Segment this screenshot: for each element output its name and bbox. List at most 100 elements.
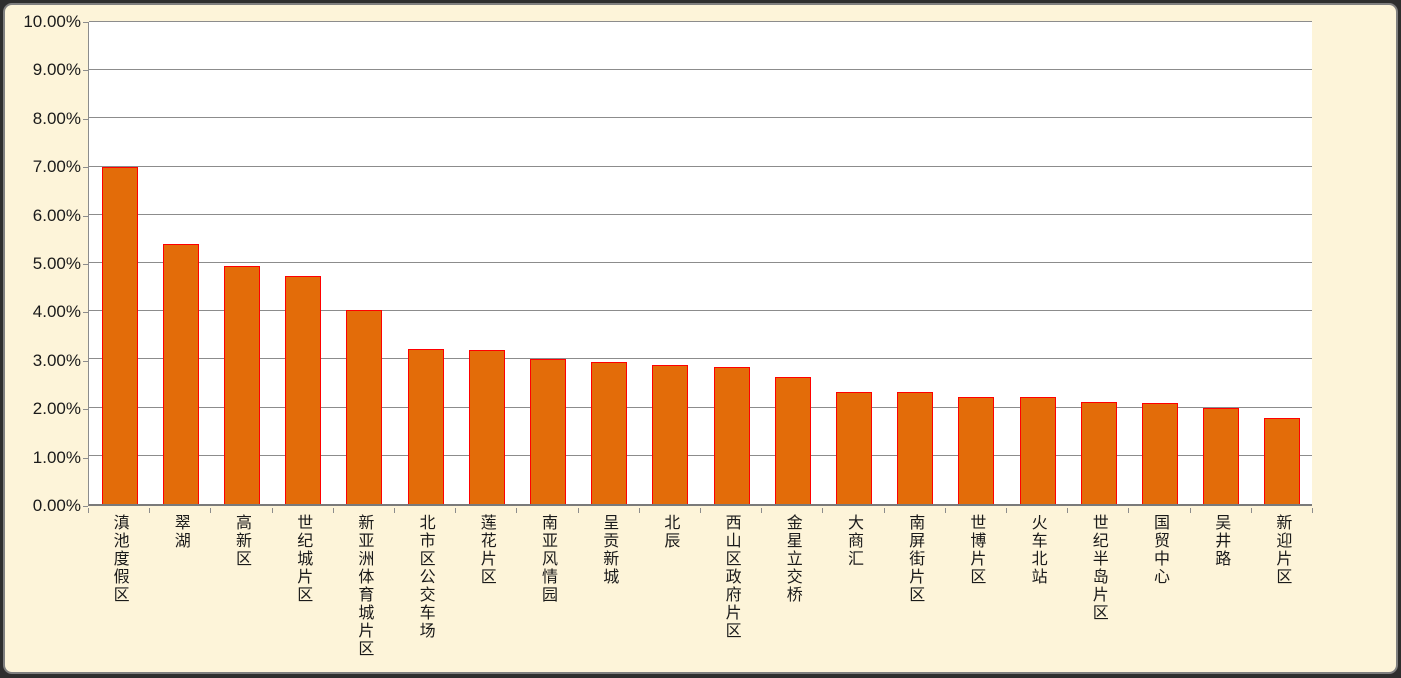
x-tick-mark (149, 508, 151, 513)
x-category-label-text: 金星立交桥 (783, 514, 801, 604)
x-category-label-北辰: 北辰 (639, 514, 700, 671)
y-tick-label-5.00%: 5.00% (32, 254, 81, 273)
x-category-label-翠湖: 翠湖 (149, 514, 210, 671)
x-category-label-text: 翠湖 (171, 514, 189, 550)
x-category-label-高新区: 高新区 (210, 514, 271, 671)
x-category-label-text: 呈贡新城 (600, 514, 618, 586)
x-tick-mark (455, 508, 457, 513)
x-category-label-莲花片区: 莲花片区 (455, 514, 516, 671)
x-tick-mark (944, 508, 946, 513)
x-tick-mark (638, 508, 640, 513)
bar-世纪半岛片区 (1080, 401, 1117, 504)
x-tick-mark (883, 508, 885, 513)
bar-世博片区 (958, 396, 995, 504)
y-tick-mark (83, 457, 88, 459)
bar-高新区 (224, 266, 260, 504)
x-category-label-text: 吴井路 (1212, 514, 1230, 568)
x-category-label-text: 火车北站 (1028, 514, 1046, 586)
bar-滇池度假区 (101, 166, 138, 504)
x-tick-mark (700, 508, 701, 513)
x-tick-mark (1128, 508, 1130, 513)
y-tick-mark (83, 506, 88, 507)
y-tick-label-6.00%: 6.00% (32, 205, 81, 225)
x-tick-mark (88, 508, 89, 513)
gridline-9.00% (89, 69, 1312, 71)
gridline-2.00% (89, 406, 1312, 408)
x-category-label-text: 新迎片区 (1273, 514, 1291, 586)
bar-新迎片区 (1264, 418, 1301, 504)
x-category-label-text: 新亚洲体育城片区 (355, 514, 373, 658)
gridline-5.00% (89, 262, 1312, 263)
bar-金星立交桥 (774, 376, 811, 504)
y-tick-mark (83, 264, 88, 265)
x-tick-mark (394, 508, 395, 513)
bar-南屏街片区 (897, 392, 934, 504)
bar-北市区公交车场 (407, 348, 444, 504)
x-category-label-呈贡新城: 呈贡新城 (578, 514, 639, 671)
x-category-label-text: 北辰 (661, 514, 679, 550)
x-category-label-大商汇: 大商汇 (822, 514, 883, 671)
x-tick-mark (761, 508, 763, 513)
y-tick-label-4.00%: 4.00% (32, 302, 81, 322)
x-category-label-text: 世博片区 (967, 514, 985, 586)
x-category-label-南亚风情园: 南亚风情园 (516, 514, 577, 671)
y-tick-label-8.00%: 8.00% (32, 108, 81, 128)
x-category-label-text: 南屏街片区 (906, 514, 924, 604)
y-tick-mark (83, 70, 88, 72)
x-category-label-text: 南亚风情园 (538, 514, 556, 604)
y-tick-label-2.00%: 2.00% (32, 399, 81, 419)
x-category-label-北市区公交车场: 北市区公交车场 (394, 514, 455, 671)
x-category-label-text: 西山区政府片区 (722, 514, 740, 640)
x-category-label-世纪城片区: 世纪城片区 (272, 514, 333, 671)
y-tick-mark (83, 215, 88, 217)
x-category-label-text: 莲花片区 (477, 514, 495, 586)
x-category-label-text: 世纪城片区 (294, 514, 312, 604)
x-tick-mark (210, 508, 212, 513)
x-category-label-滇池度假区: 滇池度假区 (88, 514, 149, 671)
bar-翠湖 (162, 243, 199, 504)
category-axis-labels: 滇池度假区 翠湖 高新区 世纪城片区 新亚洲体育城片区 北市区公交车场 莲花片区 南亚风情园 呈… (88, 514, 1312, 671)
x-tick-mark (822, 508, 824, 513)
x-category-label-南屏街片区: 南屏街片区 (884, 514, 945, 671)
x-category-label-国贸中心: 国贸中心 (1128, 514, 1189, 671)
x-category-label-新迎片区: 新迎片区 (1251, 514, 1312, 671)
x-category-label-text: 国贸中心 (1150, 514, 1168, 586)
bar-大商汇 (836, 392, 872, 504)
gridline-10.00% (89, 21, 1312, 22)
bar-北辰 (652, 365, 689, 504)
x-category-label-text: 北市区公交车场 (416, 514, 434, 640)
y-tick-mark (83, 167, 88, 169)
gridline-7.00% (89, 165, 1312, 167)
y-tick-label-3.00%: 3.00% (32, 350, 81, 370)
x-category-label-世纪半岛片区: 世纪半岛片区 (1067, 514, 1128, 671)
bar-世纪城片区 (285, 275, 322, 504)
gridline-3.00% (89, 358, 1312, 360)
x-tick-mark (577, 508, 579, 513)
bar-西山区政府片区 (713, 367, 750, 504)
x-tick-mark (1067, 508, 1069, 513)
x-tick-mark (332, 508, 334, 513)
x-category-label-新亚洲体育城片区: 新亚洲体育城片区 (333, 514, 394, 671)
x-category-label-吴井路: 吴井路 (1190, 514, 1251, 671)
y-tick-label-10.00%: 10.00% (23, 12, 81, 31)
y-tick-mark (83, 118, 88, 120)
x-category-label-世博片区: 世博片区 (945, 514, 1006, 671)
y-tick-mark (83, 22, 88, 23)
x-tick-mark (1312, 508, 1313, 513)
gridline-8.00% (89, 117, 1312, 119)
x-category-label-text: 大商汇 (844, 514, 862, 568)
y-tick-mark (83, 360, 88, 362)
y-tick-label-7.00%: 7.00% (32, 157, 81, 177)
bar-南亚风情园 (530, 359, 566, 504)
x-tick-mark (516, 508, 518, 513)
y-tick-label-9.00%: 9.00% (32, 60, 81, 80)
x-category-label-西山区政府片区: 西山区政府片区 (700, 514, 761, 671)
bar-新亚洲体育城片区 (346, 310, 383, 504)
gridline-6.00% (89, 213, 1312, 215)
x-category-label-text: 高新区 (232, 514, 250, 568)
bar-吴井路 (1203, 407, 1240, 504)
y-tick-mark (83, 409, 88, 411)
x-category-label-火车北站: 火车北站 (1006, 514, 1067, 671)
x-tick-mark (1250, 508, 1252, 513)
